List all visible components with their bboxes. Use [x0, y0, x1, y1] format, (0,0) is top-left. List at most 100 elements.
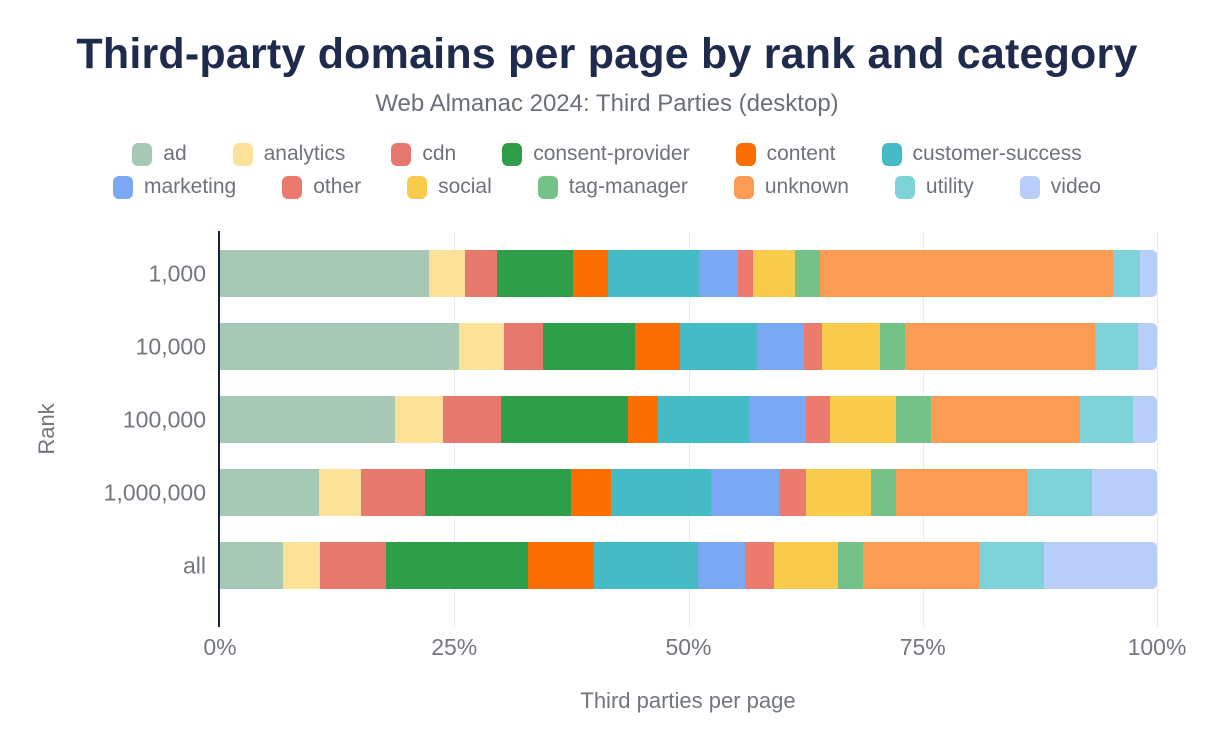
bar-segment-other[interactable] [805, 396, 830, 443]
bar-segment-consent-provider[interactable] [501, 396, 628, 443]
bar-segment-social[interactable] [829, 396, 897, 443]
legend-item-utility[interactable]: utility [894, 175, 974, 199]
bar-segment-marketing[interactable] [697, 542, 745, 589]
bar-segment-social[interactable] [805, 469, 872, 516]
x-tick-label: 100% [1127, 634, 1187, 660]
bar-segment-social[interactable] [753, 250, 796, 297]
legend-label: content [766, 142, 836, 165]
bar-segment-utility[interactable] [1026, 469, 1093, 516]
bar-segment-marketing[interactable] [710, 469, 780, 516]
legend-item-consent-provider[interactable]: consent-provider [502, 142, 690, 166]
bar-segment-analytics[interactable] [395, 396, 443, 443]
bar-segment-tag-manager[interactable] [871, 469, 896, 516]
bar-segment-other[interactable] [803, 323, 823, 370]
bar-segment-other[interactable] [738, 250, 754, 297]
legend-item-customer-success[interactable]: customer-success [881, 142, 1082, 166]
legend-swatch [894, 175, 915, 199]
bar-segment-marketing[interactable] [756, 323, 804, 370]
bar-segment-analytics[interactable] [428, 250, 465, 297]
bar-segment-marketing[interactable] [698, 250, 739, 297]
bar-segment-tag-manager[interactable] [879, 323, 905, 370]
bar-segment-analytics[interactable] [319, 469, 361, 516]
legend-label: unknown [764, 175, 849, 198]
bar-segment-customer-success[interactable] [607, 250, 699, 297]
bar-segment-ad[interactable] [220, 250, 429, 297]
bar-segment-ad[interactable] [220, 396, 396, 443]
legend-label: video [1050, 175, 1101, 198]
legend-item-ad[interactable]: ad [132, 142, 187, 166]
y-tick-label: 10,000 [135, 333, 206, 359]
bar-segment-customer-success[interactable] [593, 542, 698, 589]
legend: ad analytics cdn consent-provider content cus… [0, 141, 1214, 207]
bar-segment-content[interactable] [627, 396, 659, 443]
bar-segment-social[interactable] [822, 323, 880, 370]
legend-item-marketing[interactable]: marketing [113, 175, 236, 199]
bar-segment-unknown[interactable] [931, 396, 1081, 443]
bar-segment-customer-success[interactable] [610, 469, 711, 516]
bar-segment-consent-provider[interactable] [425, 469, 572, 516]
bar-segment-other[interactable] [744, 542, 774, 589]
legend-label: customer-success [912, 142, 1082, 165]
legend-label: social [438, 175, 492, 198]
legend-item-analytics[interactable]: analytics [232, 142, 346, 166]
bar-row-100000 [220, 396, 1157, 443]
legend-item-content[interactable]: content [735, 142, 836, 166]
legend-swatch [232, 142, 253, 166]
bar-segment-consent-provider[interactable] [497, 250, 574, 297]
bar-segment-content[interactable] [571, 469, 611, 516]
bar-segment-utility[interactable] [978, 542, 1045, 589]
bar-segment-analytics[interactable] [458, 323, 504, 370]
y-tick-label: all [182, 552, 206, 578]
legend-item-other[interactable]: other [282, 175, 361, 199]
bar-segment-ad[interactable] [220, 542, 283, 589]
bar-segment-content[interactable] [635, 323, 681, 370]
bar-segment-cdn[interactable] [503, 323, 544, 370]
legend-label: consent-provider [533, 142, 690, 165]
bar-segment-video[interactable] [1140, 250, 1157, 297]
bar-segment-video[interactable] [1132, 396, 1157, 443]
bar-segment-cdn[interactable] [360, 469, 426, 516]
bar-segment-ad[interactable] [220, 469, 320, 516]
legend-item-unknown[interactable]: unknown [733, 175, 849, 199]
bar-segment-cdn[interactable] [443, 396, 502, 443]
legend-swatch [881, 142, 902, 166]
legend-item-cdn[interactable]: cdn [391, 142, 456, 166]
bar-segment-tag-manager[interactable] [896, 396, 932, 443]
legend-item-tag-manager[interactable]: tag-manager [537, 175, 688, 199]
bar-segment-unknown[interactable] [904, 323, 1096, 370]
bar-segment-customer-success[interactable] [680, 323, 757, 370]
bar-segment-utility[interactable] [1112, 250, 1141, 297]
legend-label: analytics [263, 142, 346, 165]
bar-segment-social[interactable] [773, 542, 839, 589]
bar-segment-cdn[interactable] [464, 250, 498, 297]
bar-segment-customer-success[interactable] [658, 396, 750, 443]
bar-segment-content[interactable] [528, 542, 594, 589]
bar-segment-consent-provider[interactable] [543, 323, 636, 370]
plot-area: 1,000 10,000 100,000 1,000,000 all 0% 25% 50% 75… [104, 231, 1186, 660]
bar-segment-video[interactable] [1044, 542, 1157, 589]
bar-segment-ad[interactable] [220, 323, 459, 370]
bar-segment-unknown[interactable] [862, 542, 979, 589]
bar-segment-utility[interactable] [1095, 323, 1139, 370]
bar-segment-unknown[interactable] [895, 469, 1027, 516]
y-axis-line [218, 231, 220, 627]
bar-segment-unknown[interactable] [819, 250, 1113, 297]
legend-label: tag-manager [568, 175, 688, 198]
bar-row-1000 [220, 250, 1157, 297]
bar-segment-tag-manager[interactable] [838, 542, 863, 589]
bar-segment-marketing[interactable] [749, 396, 806, 443]
bar-segment-video[interactable] [1092, 469, 1157, 516]
bar-segment-analytics[interactable] [282, 542, 321, 589]
bar-segment-cdn[interactable] [320, 542, 386, 589]
y-tick-label: 1,000 [148, 260, 206, 286]
bar-segment-other[interactable] [779, 469, 806, 516]
bar-segment-consent-provider[interactable] [385, 542, 529, 589]
legend-swatch [502, 142, 523, 166]
gridline [1157, 231, 1158, 627]
bar-segment-video[interactable] [1138, 323, 1157, 370]
legend-item-social[interactable]: social [407, 175, 492, 199]
bar-segment-content[interactable] [573, 250, 608, 297]
legend-item-video[interactable]: video [1019, 175, 1101, 199]
bar-segment-tag-manager[interactable] [795, 250, 820, 297]
bar-segment-utility[interactable] [1080, 396, 1133, 443]
